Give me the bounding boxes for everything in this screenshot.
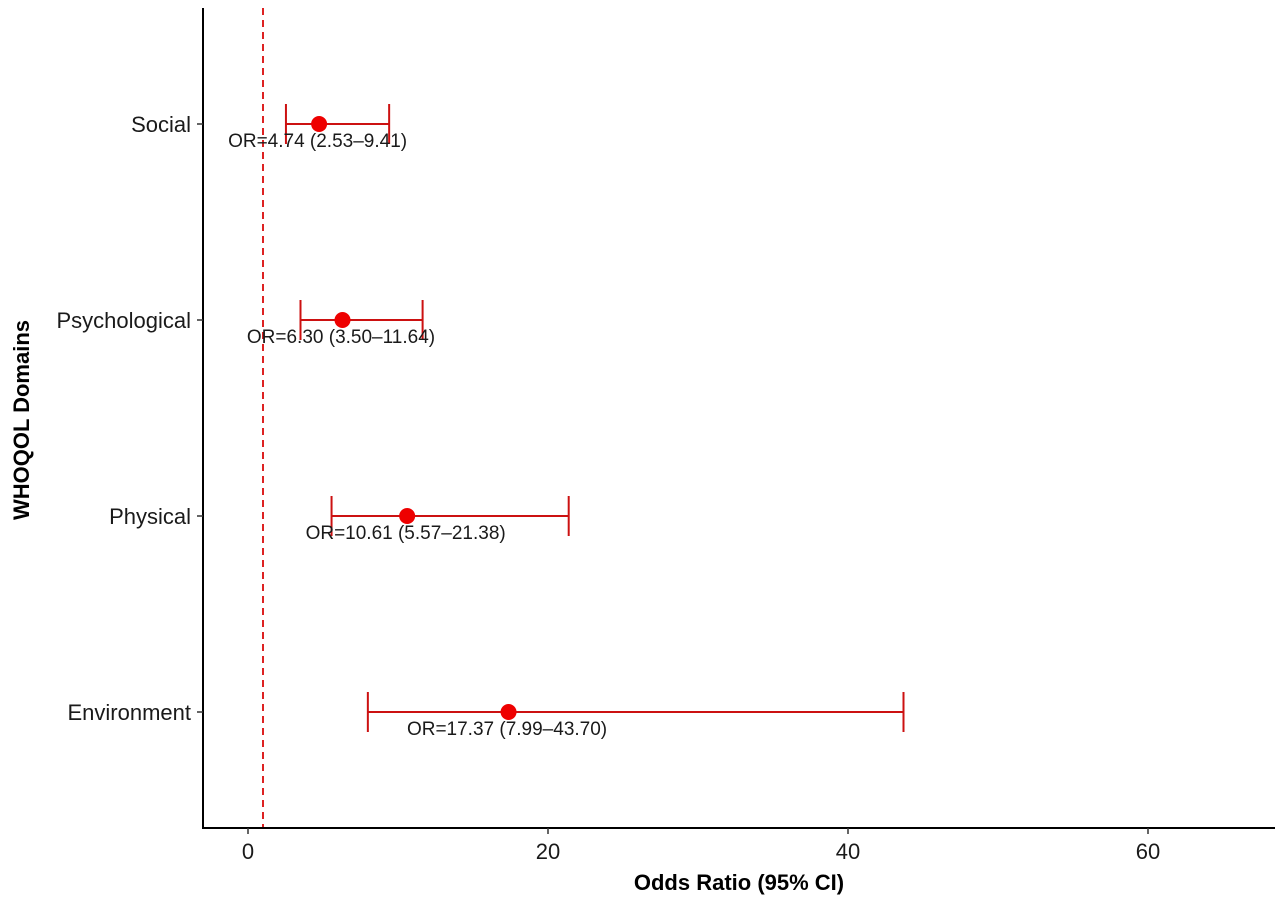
y-tick-label: Physical <box>109 504 191 529</box>
y-tick-label: Social <box>131 112 191 137</box>
x-axis-title: Odds Ratio (95% CI) <box>634 870 844 895</box>
x-tick-label: 60 <box>1136 839 1160 864</box>
estimate-point <box>334 312 351 328</box>
y-tick-label: Psychological <box>56 308 191 333</box>
odds-ratio-label: OR=17.37 (7.99–43.70) <box>407 719 607 740</box>
odds-ratio-label: OR=10.61 (5.57–21.38) <box>306 523 506 544</box>
estimate-point <box>399 508 416 524</box>
estimate-point <box>311 116 328 132</box>
y-axis-title: WHOQOL Domains <box>9 320 34 520</box>
odds-ratio-label: OR=4.74 (2.53–9.41) <box>228 131 407 152</box>
y-tick-label: Environment <box>67 700 191 725</box>
odds-ratio-label: OR=6.30 (3.50–11.64) <box>247 327 435 348</box>
estimate-point <box>500 704 517 720</box>
x-tick-label: 20 <box>536 839 560 864</box>
x-tick-label: 0 <box>242 839 254 864</box>
x-tick-label: 40 <box>836 839 860 864</box>
